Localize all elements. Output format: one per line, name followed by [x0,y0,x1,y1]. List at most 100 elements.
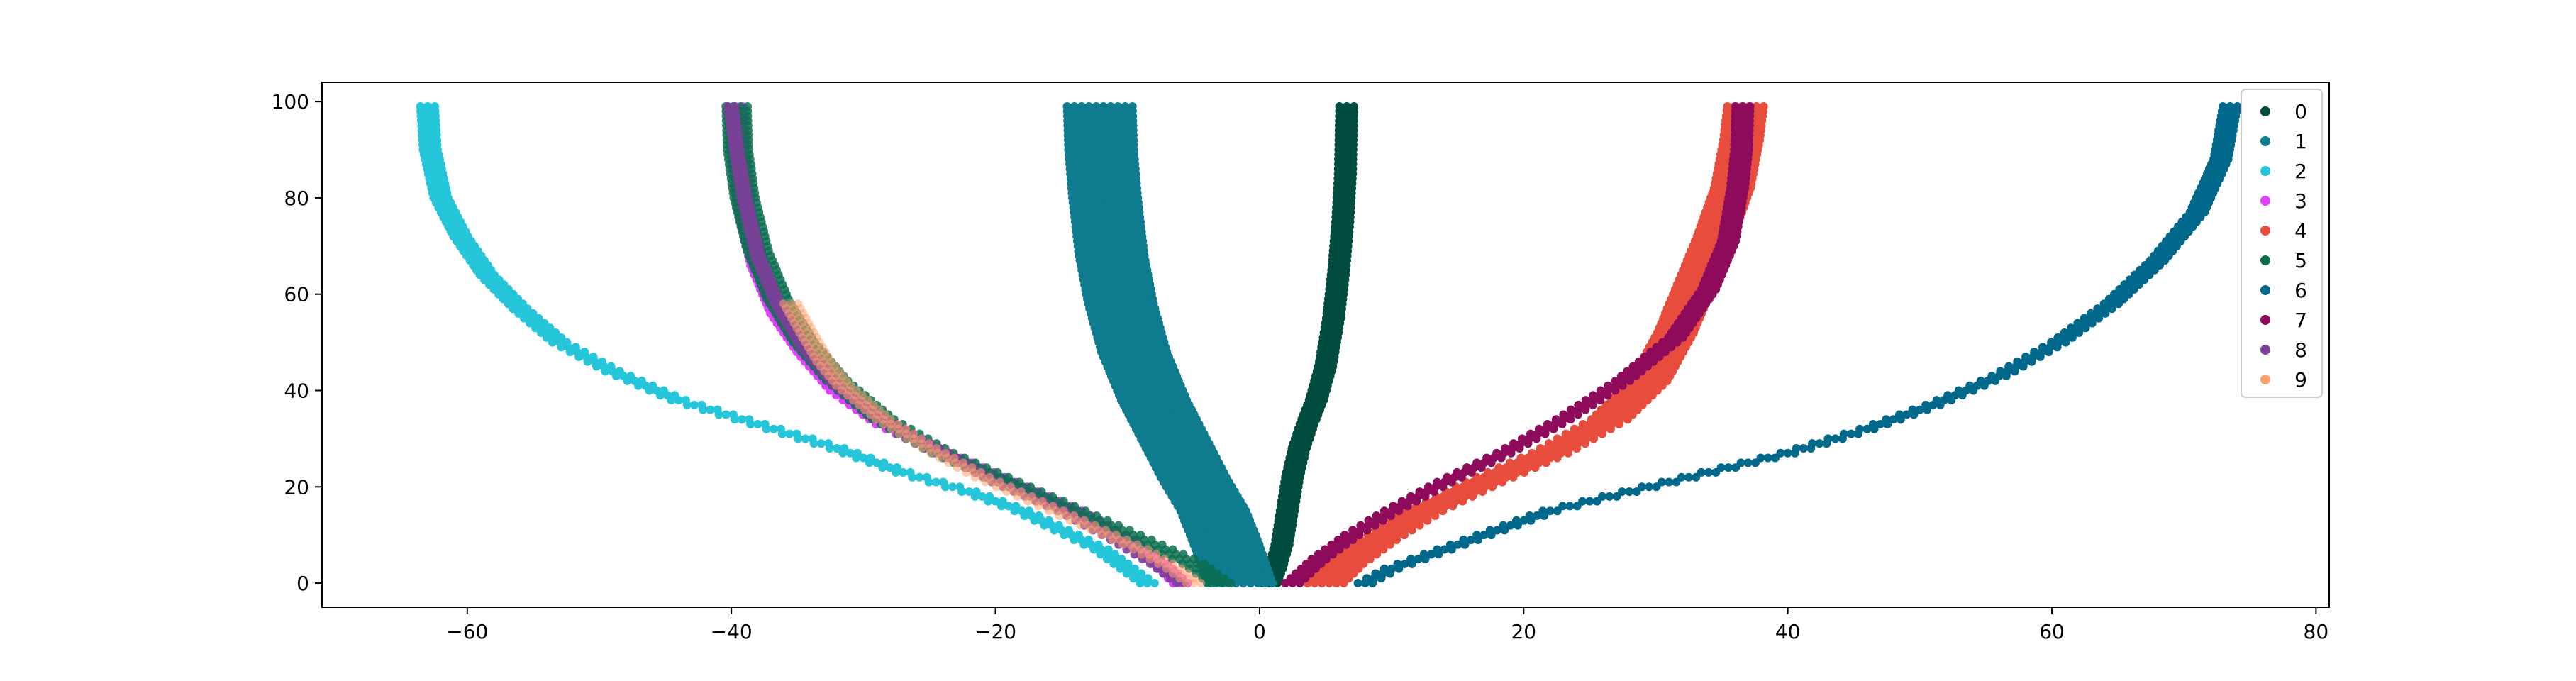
legend-label: 1 [2294,130,2307,153]
series-7-point [1307,555,1316,564]
series-7-point [1340,531,1349,540]
series-7-point [1501,443,1510,453]
series-6-point [1445,540,1455,549]
series-6-point [2086,309,2095,318]
series-2-point [785,429,794,438]
series-2-point [808,434,817,443]
series-6-point [2013,357,2022,366]
series-2-point [1117,555,1126,564]
series-7-point [1738,101,1748,111]
series-6-point [1419,550,1428,559]
series-2-point [866,453,875,463]
series-6-point [1499,521,1508,530]
series-5-point [1189,555,1199,564]
series-1-point [1114,101,1123,111]
series-2-point [681,396,690,405]
series-9-point [996,477,1005,487]
series-6-point [1965,381,1975,390]
series-6-point [2038,343,2048,352]
series-6-point [1426,550,1436,559]
series-6-point [1815,439,1824,448]
series-2-point [1054,521,1063,530]
series-2-point [1094,540,1103,549]
series-2-point [972,487,981,497]
series-7-point [1379,506,1389,516]
series-2-point [948,482,957,492]
legend-box [2241,89,2323,398]
series-2-point [833,443,842,453]
series-6-point [1704,467,1713,477]
series-2-point [922,472,931,482]
series-5-point [1114,521,1123,530]
series-5-point [743,101,752,111]
series-9-point [1059,506,1068,516]
series-9-point [985,472,994,482]
series-7-point [1397,497,1406,506]
y-axis: 0 20 40 60 80 100 [272,90,322,595]
series-4-point [1483,467,1492,477]
series-2-point [615,367,624,376]
x-tick-label: −40 [711,620,753,643]
series-6-point [2060,328,2069,338]
series-8-point [731,101,740,111]
series-7-point [1745,101,1755,111]
series-1-point [1077,101,1087,111]
series-6-point [1433,545,1442,554]
series-2-point [1084,535,1093,544]
series-6-point [1932,396,1941,405]
series-2-point [892,463,901,472]
series-2-point [824,439,833,448]
series-7-point [1559,410,1568,419]
series-7-point [1509,439,1519,448]
series-6-point [2004,362,2014,371]
series-5-point [1179,550,1188,559]
series-6-point [2093,304,2102,314]
series-5-point [1168,545,1177,554]
y-tick-label: 80 [284,187,309,210]
series-7-point [1604,381,1613,390]
series-2-point [416,101,425,111]
series-7-point [1423,482,1433,492]
series-2-point [801,434,810,443]
series-7-point [1634,357,1643,366]
x-tick-label: 20 [1511,620,1536,643]
series-7-point [1472,458,1482,467]
series-5-point [1200,559,1209,568]
series-6-point [2233,101,2242,111]
series-7-point [1646,348,1655,357]
series-2-point [606,362,616,371]
series-9-point [916,434,926,443]
series-7-point [1406,492,1416,501]
series-1-point [1084,101,1094,111]
series-6-point [1645,482,1654,492]
legend: 0 1 2 3 4 5 6 7 8 9 [2241,89,2323,398]
legend-label: 0 [2294,100,2307,123]
series-2-point [965,487,974,497]
series-6-point [1362,574,1372,583]
plot-frame [321,82,2330,608]
series-6-point [1353,579,1362,588]
series-6-point [1558,502,1567,511]
series-2-point [792,429,801,438]
series-2-point [528,309,538,318]
series-5-point [1092,511,1101,521]
series-2-point [1137,569,1146,578]
series-5-point [1103,516,1112,525]
series-2-point [753,420,762,429]
series-2-point [1104,545,1113,554]
series-9-point [1006,482,1015,492]
legend-label: 8 [2294,338,2307,362]
legend-marker [2260,375,2270,384]
series-7-point [1543,420,1552,429]
series-6-point [1393,559,1402,568]
series-5-point [1226,579,1236,588]
y-tick-label: 60 [284,283,309,306]
series-5-point [1081,506,1090,516]
series-9 [779,299,1206,588]
series-6-point [1598,492,1607,501]
series-1 [1062,101,1277,588]
series-5-point [1059,497,1068,506]
series-6-point [1889,415,1898,424]
series-9-point [852,386,861,395]
